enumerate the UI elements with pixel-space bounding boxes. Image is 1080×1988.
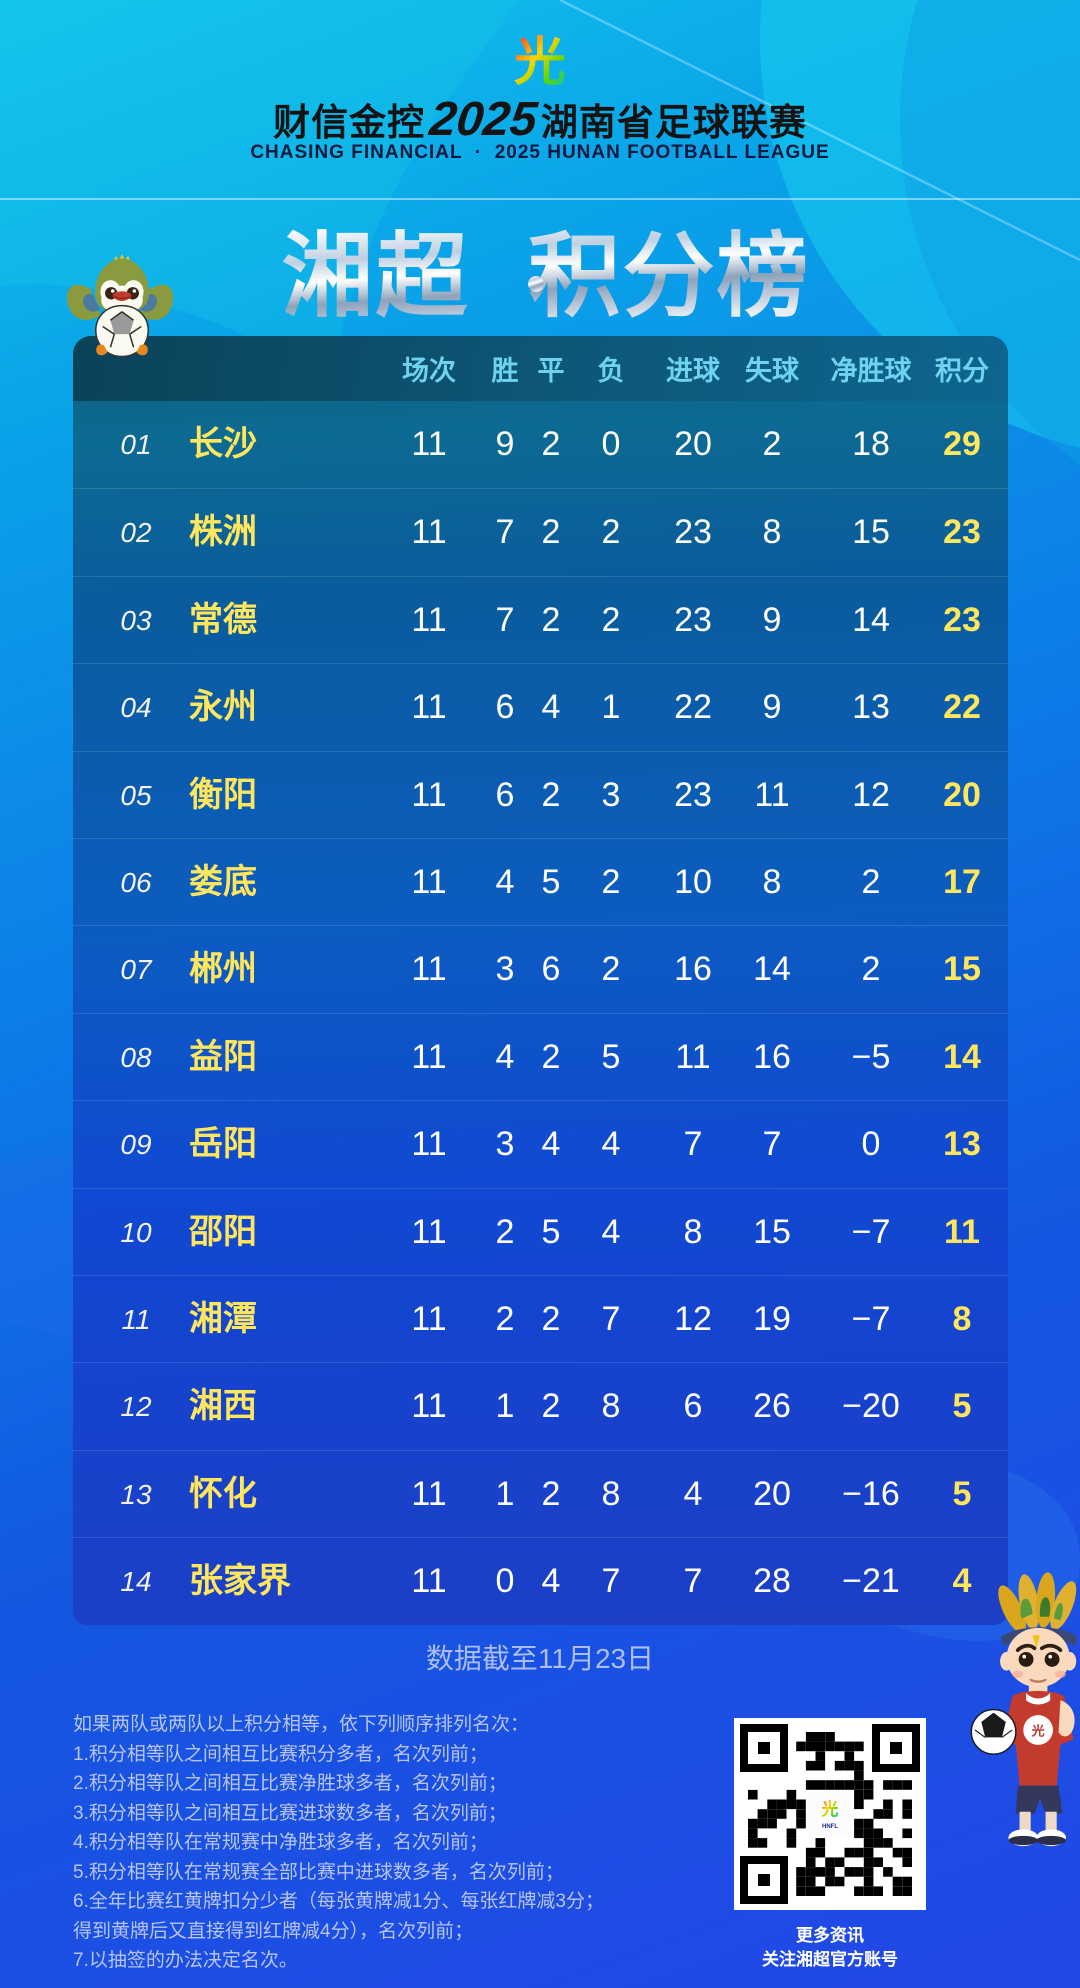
svg-text:HNFL: HNFL [822, 1824, 838, 1830]
svg-text:光: 光 [514, 34, 566, 92]
svg-text:光: 光 [821, 1799, 839, 1819]
svg-text:湘超 积分榜: 湘超 积分榜 [281, 226, 810, 328]
svg-text:光: 光 [1031, 1724, 1045, 1739]
